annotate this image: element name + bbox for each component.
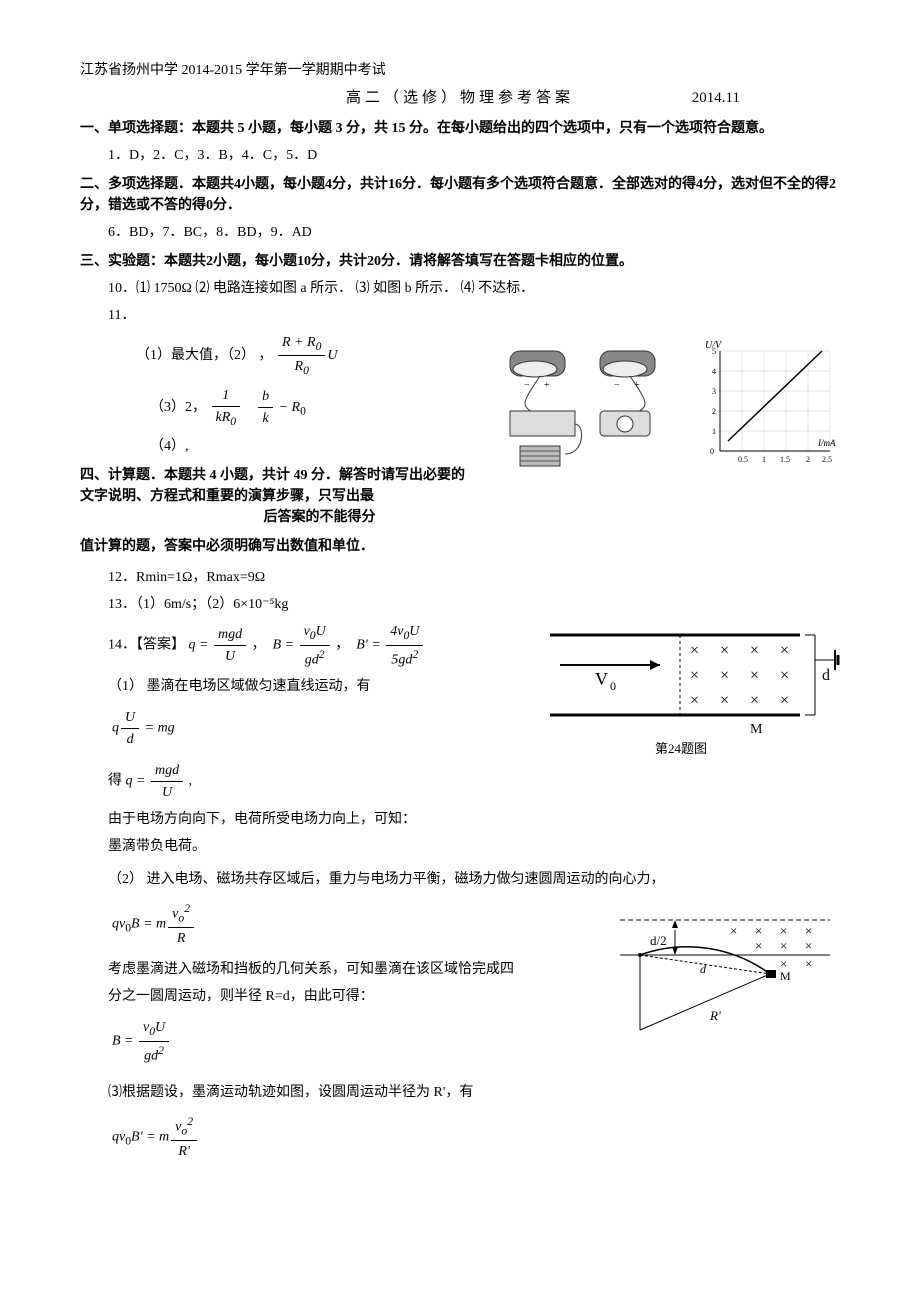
q11-3-pre: （3）2， (150, 400, 206, 415)
q11-frac-r: R + R0R0 (278, 332, 325, 380)
ui-graph: U/V 0 12 34 5 0.51 1.52 2.5 I/mA (700, 336, 840, 483)
svg-text:V: V (595, 669, 608, 689)
diagram-geometry: ×××× ××× ×× M d/2 d R' (610, 900, 840, 1057)
section4-heading-cont: 值计算的题，答案中必须明确写出数值和单位． (80, 536, 840, 557)
svg-text:1: 1 (712, 427, 716, 436)
circuit-figure: −+ −+ (480, 336, 690, 483)
q11-frac-1kr: 1kR0 (212, 385, 241, 430)
svg-text:×: × (720, 642, 729, 659)
svg-text:I/mA: I/mA (817, 438, 836, 448)
svg-text:2.5: 2.5 (822, 455, 832, 464)
section1-answers: 1．D，2．C，3．B，4．C，5．D (80, 145, 840, 166)
q14-1b: 由于电场方向向下，电荷所受电场力向上，可知： (80, 809, 840, 830)
svg-text:2: 2 (806, 455, 810, 464)
svg-text:×: × (805, 956, 812, 971)
sec4-head-right: 后答案的不能得分 (264, 510, 376, 525)
section2-answers: 6．BD，7．BC，8．BD，9．AD (80, 222, 840, 243)
svg-text:1.5: 1.5 (780, 455, 790, 464)
section1-heading: 一、单项选择题：本题共 5 小题，每小题 3 分，共 15 分。在每小题给出的四… (80, 118, 840, 139)
doc-date: 2014.11 (692, 87, 740, 110)
svg-text:×: × (755, 938, 762, 953)
svg-text:×: × (750, 642, 759, 659)
q11-label: 11． (80, 305, 840, 326)
svg-text:×: × (780, 938, 787, 953)
svg-text:0: 0 (610, 679, 616, 693)
svg-text:M: M (750, 722, 763, 737)
q10-line: 10．⑴ 1750Ω ⑵ 电路连接如图 a 所示． ⑶ 如图 b 所示． ⑷ 不… (80, 278, 840, 299)
svg-text:×: × (690, 642, 699, 659)
diagram-24: V0 × × × × × × × × × × × × d M 第24题图 (540, 625, 840, 772)
svg-text:2: 2 (712, 407, 716, 416)
svg-text:0.5: 0.5 (738, 455, 748, 464)
svg-text:×: × (780, 667, 789, 684)
svg-text:d: d (822, 667, 830, 684)
q14-1c: 墨滴带负电荷。 (80, 836, 840, 857)
svg-text:×: × (690, 692, 699, 709)
svg-text:0: 0 (710, 447, 714, 456)
svg-text:第24题图: 第24题图 (655, 741, 707, 756)
svg-text:×: × (780, 923, 787, 938)
svg-text:×: × (805, 938, 812, 953)
q14-de: 得 (108, 774, 122, 789)
svg-text:d/2: d/2 (650, 933, 667, 948)
svg-text:R': R' (709, 1008, 721, 1023)
q14-label: 14．【答案】 (108, 638, 185, 653)
q13-line: 13．（1）6m/s；（2）6×10⁻⁵kg (80, 594, 840, 615)
q14-eq4: qv0B' = mvo2R' (112, 1113, 840, 1162)
doc-title-line: 高二（选修）物理参考答案 2014.11 (80, 87, 840, 110)
svg-text:×: × (690, 667, 699, 684)
section2-heading: 二、多项选择题．本题共4小题，每小题4分，共计16分．每小题有多个选项符合题意．… (80, 174, 840, 216)
svg-text:×: × (750, 667, 759, 684)
q14-c1: ， (252, 638, 266, 653)
q14-3a: ⑶根据题设，墨滴运动轨迹如图，设圆周运动半径为 R'，有 (80, 1082, 840, 1103)
svg-text:×: × (780, 692, 789, 709)
svg-text:×: × (720, 667, 729, 684)
svg-text:×: × (805, 923, 812, 938)
svg-text:×: × (720, 692, 729, 709)
svg-text:×: × (780, 642, 789, 659)
svg-text:5: 5 (712, 347, 716, 356)
school-header: 江苏省扬州中学 2014-2015 学年第一学期期中考试 (80, 60, 840, 81)
doc-title: 高二（选修）物理参考答案 (346, 90, 574, 106)
q14-2-intro: （2） 进入电场、磁场共存区域后，重力与电场力平衡，磁场力做匀速圆周运动的向心力… (80, 869, 840, 890)
svg-text:×: × (755, 923, 762, 938)
svg-text:3: 3 (712, 387, 716, 396)
q11-1-pre: （1）最大值，（2） (136, 348, 255, 363)
q12-line: 12．Rmin=1Ω，Rmax=9Ω (80, 567, 840, 588)
svg-text:−: − (614, 380, 620, 391)
svg-text:d: d (700, 962, 707, 976)
svg-text:4: 4 (712, 367, 716, 376)
svg-text:×: × (750, 692, 759, 709)
svg-text:+: + (544, 380, 550, 391)
svg-text:1: 1 (762, 455, 766, 464)
svg-text:×: × (730, 923, 737, 938)
svg-text:M: M (780, 969, 791, 983)
q14-c2: ， (335, 638, 349, 653)
sec4-head-left: 四、计算题．本题共 4 小题，共计 49 分．解答时请写出必要的文字说明、方程式… (80, 468, 465, 504)
svg-text:−: − (524, 380, 530, 391)
section3-heading: 三、实验题：本题共2小题，每小题10分，共计20分．请将解答填写在答题卡相应的位… (80, 251, 840, 272)
q11-frac-bk: bk (258, 386, 273, 429)
q11-1-comma: ， (259, 348, 273, 363)
